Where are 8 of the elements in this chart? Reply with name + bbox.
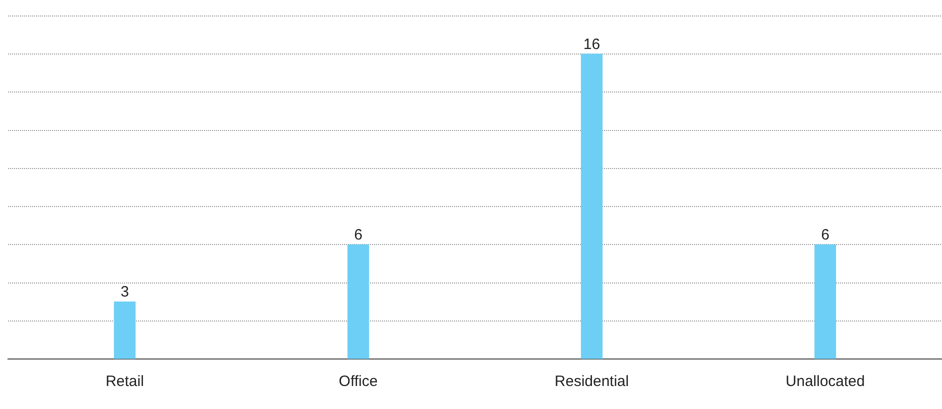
data-label: 6 <box>821 226 830 244</box>
data-label: 6 <box>354 226 362 244</box>
data-label: 3 <box>120 283 129 300</box>
x-tick-label: Residential <box>554 373 629 390</box>
x-tick-label: Office <box>338 373 378 390</box>
x-tick-label: Retail <box>106 373 144 390</box>
data-label: 16 <box>583 36 600 53</box>
x-tick-label: Unallocated <box>786 373 865 390</box>
